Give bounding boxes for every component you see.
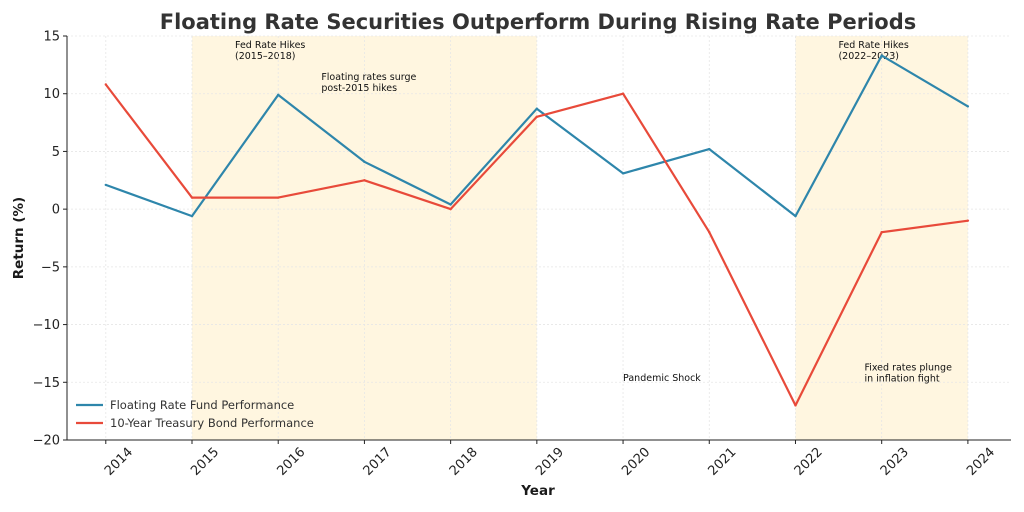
x-tick-label-2020: 2020: [619, 445, 653, 479]
x-axis-label: Year: [520, 483, 555, 499]
x-tick-label-2017: 2017: [361, 445, 395, 479]
x-tick-label-2019: 2019: [533, 445, 567, 479]
y-tick-label-6: −15: [33, 376, 60, 391]
series-layer: [104, 54, 970, 407]
series-1-point-2016: [277, 93, 280, 97]
x-tick-label-2021: 2021: [705, 445, 739, 479]
series-1-point-2023: [880, 54, 883, 57]
shaded-region-label-1: Fed Rate Hikes (2015–2018): [235, 40, 305, 62]
series-2-point-2019: [535, 115, 539, 119]
annotations: Floating rates surge post-2015 hikes Pande…: [321, 72, 952, 385]
series-2-point-2024: [966, 219, 970, 222]
series-1-point-2017: [363, 160, 366, 164]
x-tick-label-2022: 2022: [792, 445, 826, 479]
series-1-point-2022: [794, 214, 797, 218]
series-1-point-2018: [449, 203, 452, 206]
y-tick-label-0: 15: [43, 30, 60, 45]
x-tick-label-2015: 2015: [188, 445, 222, 479]
series-2-point-2016: [277, 196, 280, 199]
series-1-point-2019: [535, 107, 539, 110]
chart-title: Floating Rate Securities Outperform Duri…: [160, 10, 916, 34]
x-tick-label-2016: 2016: [274, 445, 308, 479]
series-1-point-2020: [621, 172, 625, 175]
x-tick-label-2024: 2024: [964, 445, 998, 479]
shaded-regions: Fed Rate Hikes (2015–2018) Fed Rate Hikes(…: [192, 36, 968, 440]
x-tick-label-2014: 2014: [102, 445, 136, 479]
legend-label-1: Floating Rate Fund Performance: [110, 398, 294, 412]
y-tick-label-4: −5: [41, 260, 60, 275]
series-2-point-2023: [880, 231, 883, 234]
y-tick-label-2: 5: [52, 145, 60, 160]
y-tick-label-3: 0: [52, 203, 60, 218]
series-2-point-2020: [621, 92, 625, 95]
series-1-point-2015: [190, 214, 194, 218]
series-1-point-2014: [104, 183, 107, 187]
series-2-point-2015: [190, 196, 194, 199]
annotation-1: Floating rates surge post-2015 hikes: [321, 72, 416, 94]
y-tick-label-7: −20: [33, 434, 60, 449]
series-2-point-2021: [708, 231, 711, 234]
legend: Floating Rate Fund Performance 10-Year Tr…: [76, 398, 314, 430]
annotation-3: Fixed rates plunge in inflation fight: [864, 363, 952, 385]
x-tick-label-2018: 2018: [447, 445, 481, 479]
series-2-point-2022: [794, 404, 797, 407]
series-2-point-2014: [104, 83, 107, 86]
x-tick-label-2023: 2023: [878, 445, 912, 479]
legend-label-2: 10-Year Treasury Bond Performance: [110, 416, 314, 430]
shaded-region-label-2: Fed Rate Hikes (2022–2023): [838, 40, 908, 62]
annotation-2: Pandemic Shock: [623, 373, 701, 384]
y-tick-label-1: 10: [43, 87, 60, 102]
series-1-point-2021: [708, 147, 711, 151]
y-tick-label-5: −10: [33, 318, 60, 333]
y-axis-label: Return (%): [11, 197, 27, 279]
series-2-point-2018: [449, 207, 452, 211]
series-1-point-2024: [966, 105, 970, 108]
series-2-point-2017: [363, 179, 366, 182]
